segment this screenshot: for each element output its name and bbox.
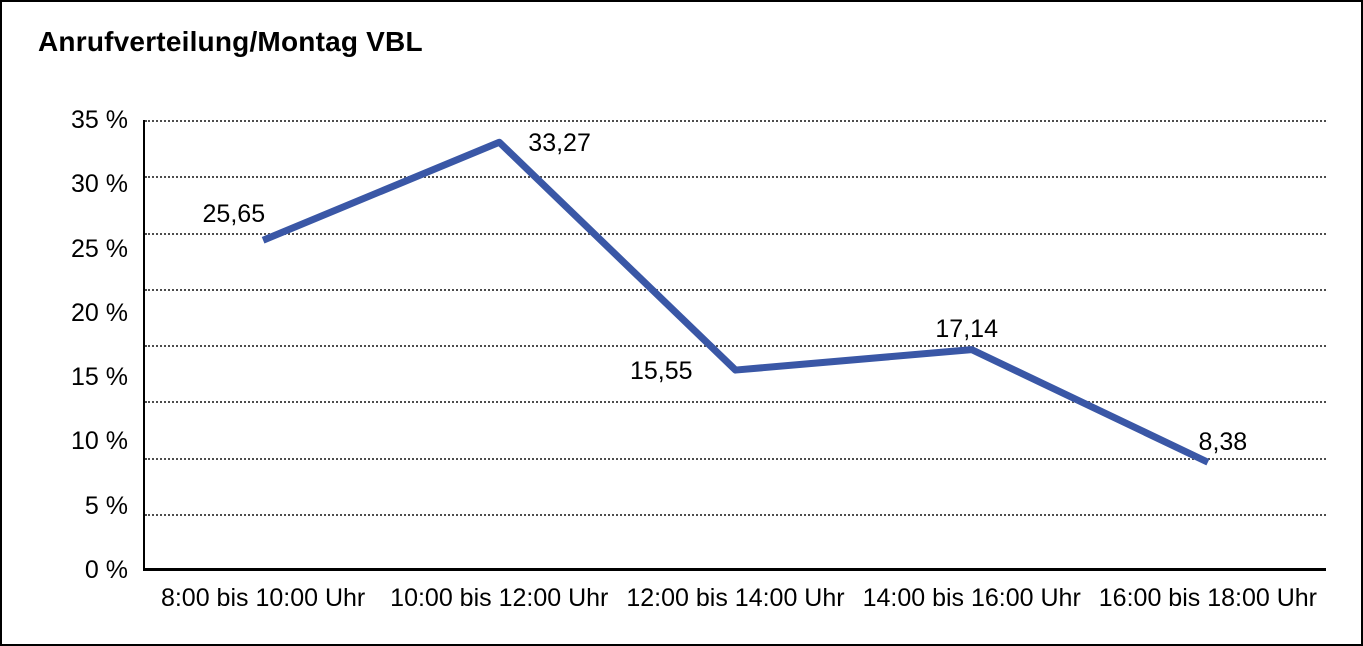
point-value-label: 15,55 bbox=[629, 357, 693, 386]
x-axis-line bbox=[143, 568, 1326, 571]
line-series bbox=[261, 138, 1210, 466]
x-tick-label: 10:00 bis 12:00 Uhr bbox=[390, 584, 609, 612]
gridline bbox=[145, 513, 1326, 516]
gridline bbox=[145, 120, 1326, 122]
chart-title: Anrufverteilung/Montag VBL bbox=[38, 26, 423, 57]
x-tick-label: 12:00 bis 14:00 Uhr bbox=[626, 584, 845, 612]
y-tick-label: 15 % bbox=[71, 363, 128, 392]
series-polyline bbox=[261, 138, 1210, 466]
y-tick-label: 25 % bbox=[71, 234, 128, 263]
gridline bbox=[145, 345, 1326, 347]
gridline bbox=[145, 288, 1326, 291]
x-tick-label: 14:00 bis 16:00 Uhr bbox=[862, 584, 1081, 612]
plot-area bbox=[145, 120, 1326, 570]
point-value-label: 25,65 bbox=[202, 200, 266, 229]
y-tick-label: 5 % bbox=[84, 491, 128, 520]
y-tick-label: 35 % bbox=[71, 106, 128, 134]
point-value-label: 8,38 bbox=[1198, 428, 1248, 457]
x-tick-label: 8:00 bis 10:00 Uhr bbox=[160, 584, 366, 612]
y-tick-label: 20 % bbox=[71, 298, 128, 327]
point-value-label: 33,27 bbox=[528, 129, 591, 158]
gridline bbox=[145, 401, 1326, 404]
x-tick-label: 16:00 bis 18:00 Uhr bbox=[1098, 584, 1317, 612]
y-tick-label: 10 % bbox=[71, 427, 128, 456]
y-axis-line bbox=[143, 120, 145, 570]
gridline bbox=[145, 176, 1326, 179]
point-value-label: 17,14 bbox=[935, 314, 998, 343]
gridline bbox=[145, 457, 1326, 460]
y-tick-label: 30 % bbox=[71, 170, 128, 199]
gridline bbox=[145, 232, 1326, 235]
y-tick-label: 0 % bbox=[84, 556, 128, 584]
